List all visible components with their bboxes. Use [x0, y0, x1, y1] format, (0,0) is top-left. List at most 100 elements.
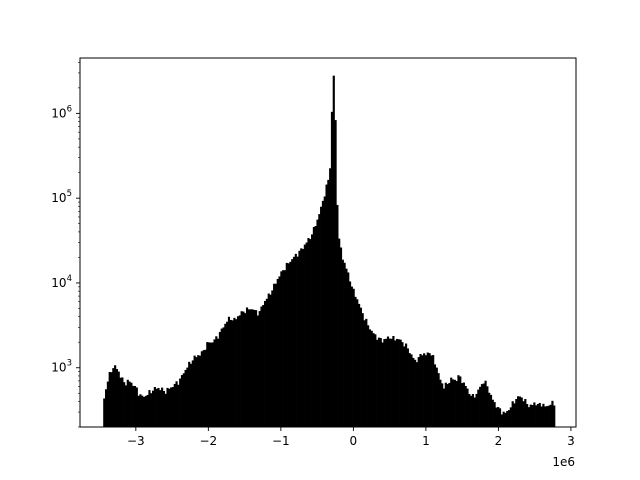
y-tick-label: 104 [51, 274, 72, 290]
histogram-bar [498, 408, 502, 427]
histogram-bar [497, 407, 500, 427]
histogram-bar [522, 401, 525, 427]
histogram-bar [544, 406, 547, 427]
histogram-bar [233, 317, 236, 427]
histogram-bar [144, 395, 147, 427]
histogram-bar [180, 375, 184, 427]
histogram-bar [106, 381, 109, 427]
histogram-bar [372, 333, 375, 427]
histogram-bar [374, 334, 377, 427]
histogram-bar [280, 271, 283, 427]
histogram-bar [329, 168, 332, 427]
histogram-bar [262, 304, 265, 427]
histogram-bar [291, 259, 294, 427]
histogram-bar [403, 346, 406, 427]
histogram-bar [153, 387, 156, 427]
histogram-bar [247, 309, 250, 427]
histogram-bar [339, 247, 343, 427]
histogram-bar [473, 397, 476, 427]
histogram-bar [235, 319, 238, 427]
histogram-bar [488, 392, 491, 427]
histogram-bar [486, 386, 489, 427]
histogram-bar [119, 377, 122, 427]
histogram-bar [330, 111, 334, 427]
histogram-bar [264, 300, 267, 427]
histogram-bar [186, 367, 189, 427]
histogram-bar [251, 309, 254, 427]
histogram-bar [359, 307, 362, 427]
histogram-bar [184, 369, 187, 427]
histogram-bar [386, 336, 390, 427]
histogram-bar [332, 75, 335, 427]
histogram-bar [435, 367, 438, 427]
histogram-bar [148, 390, 151, 427]
histogram-bar [484, 380, 487, 427]
histogram-bar [533, 402, 536, 427]
y-tick-label: 105 [51, 189, 72, 205]
histogram-bar [511, 401, 514, 427]
histogram-bar [475, 393, 478, 427]
histogram-bar [112, 368, 115, 427]
histogram-bar [204, 349, 207, 427]
histogram-bar [121, 377, 124, 427]
histogram-bar [189, 363, 193, 427]
histogram-bar [489, 394, 493, 427]
histogram-bar [417, 357, 420, 427]
histogram-bar [320, 206, 323, 427]
histogram-bar [327, 179, 330, 427]
histogram-bar [392, 336, 395, 427]
histogram-bar [211, 342, 214, 427]
histogram-bar [260, 306, 263, 427]
histogram-bar [448, 382, 451, 427]
histogram-bar [399, 339, 402, 427]
histogram-bar [527, 407, 531, 427]
histogram-bar [385, 338, 388, 427]
histogram-bar [117, 371, 120, 427]
histogram-bar [466, 388, 469, 427]
histogram-bar [238, 315, 241, 427]
histogram-bar [191, 360, 194, 427]
histogram-bar [128, 381, 131, 427]
histogram-bar [334, 120, 337, 427]
histogram-bar [162, 390, 165, 427]
histogram-bar [171, 387, 175, 427]
histogram-bar [383, 339, 386, 427]
histogram-bar [430, 355, 433, 427]
histogram-bar [455, 381, 458, 427]
histogram-bar [298, 250, 301, 427]
histogram-bar [213, 339, 216, 427]
histogram-bar [242, 311, 245, 427]
histogram-bar [226, 321, 229, 427]
histogram-bar [491, 399, 494, 427]
histogram-bar [545, 406, 549, 427]
histogram-bar [301, 248, 305, 427]
histogram-bar [231, 320, 234, 427]
histogram-bar [161, 387, 164, 427]
histogram-bar [453, 379, 456, 427]
histogram-bar [345, 268, 348, 427]
histogram-bar [307, 237, 310, 427]
histogram-bar [258, 311, 261, 427]
histogram-bar [518, 396, 521, 427]
histogram-bar [157, 388, 160, 427]
histogram-bar [520, 397, 523, 427]
histogram-bar [354, 296, 357, 427]
histogram-bar [170, 387, 173, 427]
histogram-bar [464, 385, 467, 427]
histogram-bar [531, 405, 534, 427]
histogram-bar [193, 355, 196, 427]
histogram-bar [365, 318, 368, 427]
histogram-bar [426, 352, 429, 427]
histogram-bar [218, 331, 222, 427]
histogram-bar [423, 353, 426, 427]
histogram-bar [227, 316, 231, 427]
histogram-bar [296, 256, 299, 427]
histogram-bar [529, 404, 532, 427]
y-tick-label: 106 [51, 104, 72, 120]
histogram-bar [217, 338, 220, 427]
x-tick-label: −3 [127, 434, 145, 448]
histogram-bar [477, 389, 480, 427]
histogram-bar [202, 350, 205, 427]
histogram-bar [224, 323, 227, 427]
histogram-bar [197, 355, 200, 427]
